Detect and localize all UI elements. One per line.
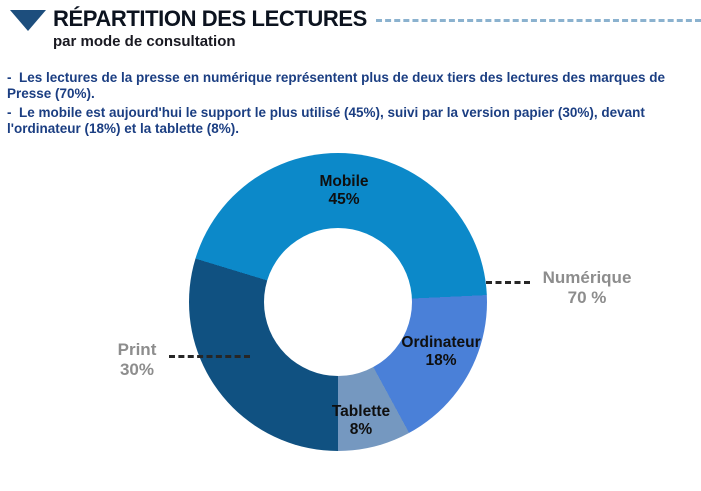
donut-hole: [264, 228, 412, 376]
slice-label-tablette-pct: 8%: [349, 421, 373, 438]
header: RÉPARTITION DES LECTURES: [10, 4, 701, 34]
callout-print-label: Print: [117, 340, 157, 359]
slice-label-tablette-name: Tablette: [331, 403, 391, 420]
callout-numerique: Numérique 70 %: [543, 268, 632, 308]
summary-text: - Les lectures de la presse en numérique…: [7, 70, 697, 140]
bullet-numerique-share: - Les lectures de la presse en numérique…: [7, 70, 669, 101]
page-subtitle: par mode de consultation: [53, 33, 236, 50]
title-dashed-line: [375, 18, 701, 22]
slice-label-ordinateur: Ordinateur 18%: [401, 334, 480, 370]
numerique-callout-dash: [486, 281, 530, 284]
print-callout-dash: [169, 355, 250, 358]
slice-label-mobile-name: Mobile: [319, 173, 369, 190]
bullet-mobile-usage: - Le mobile est aujourd'hui le support l…: [7, 105, 649, 136]
page-title: RÉPARTITION DES LECTURES: [53, 6, 367, 31]
slice-label-mobile: Mobile 45%: [319, 173, 368, 209]
callout-print: Print 30%: [118, 340, 157, 380]
slice-label-ordinateur-name: Ordinateur: [401, 334, 481, 351]
section-marker-triangle-icon: [10, 9, 46, 31]
callout-numerique-label: Numérique: [542, 268, 632, 287]
slice-label-ordinateur-pct: 18%: [425, 352, 457, 369]
slice-label-mobile-pct: 45%: [328, 191, 360, 208]
slice-label-tablette: Tablette 8%: [332, 403, 390, 439]
donut-chart: Mobile 45% Ordinateur 18% Tablette 8%: [189, 153, 487, 451]
callout-numerique-value: 70 %: [567, 288, 607, 307]
callout-print-value: 30%: [119, 360, 155, 379]
